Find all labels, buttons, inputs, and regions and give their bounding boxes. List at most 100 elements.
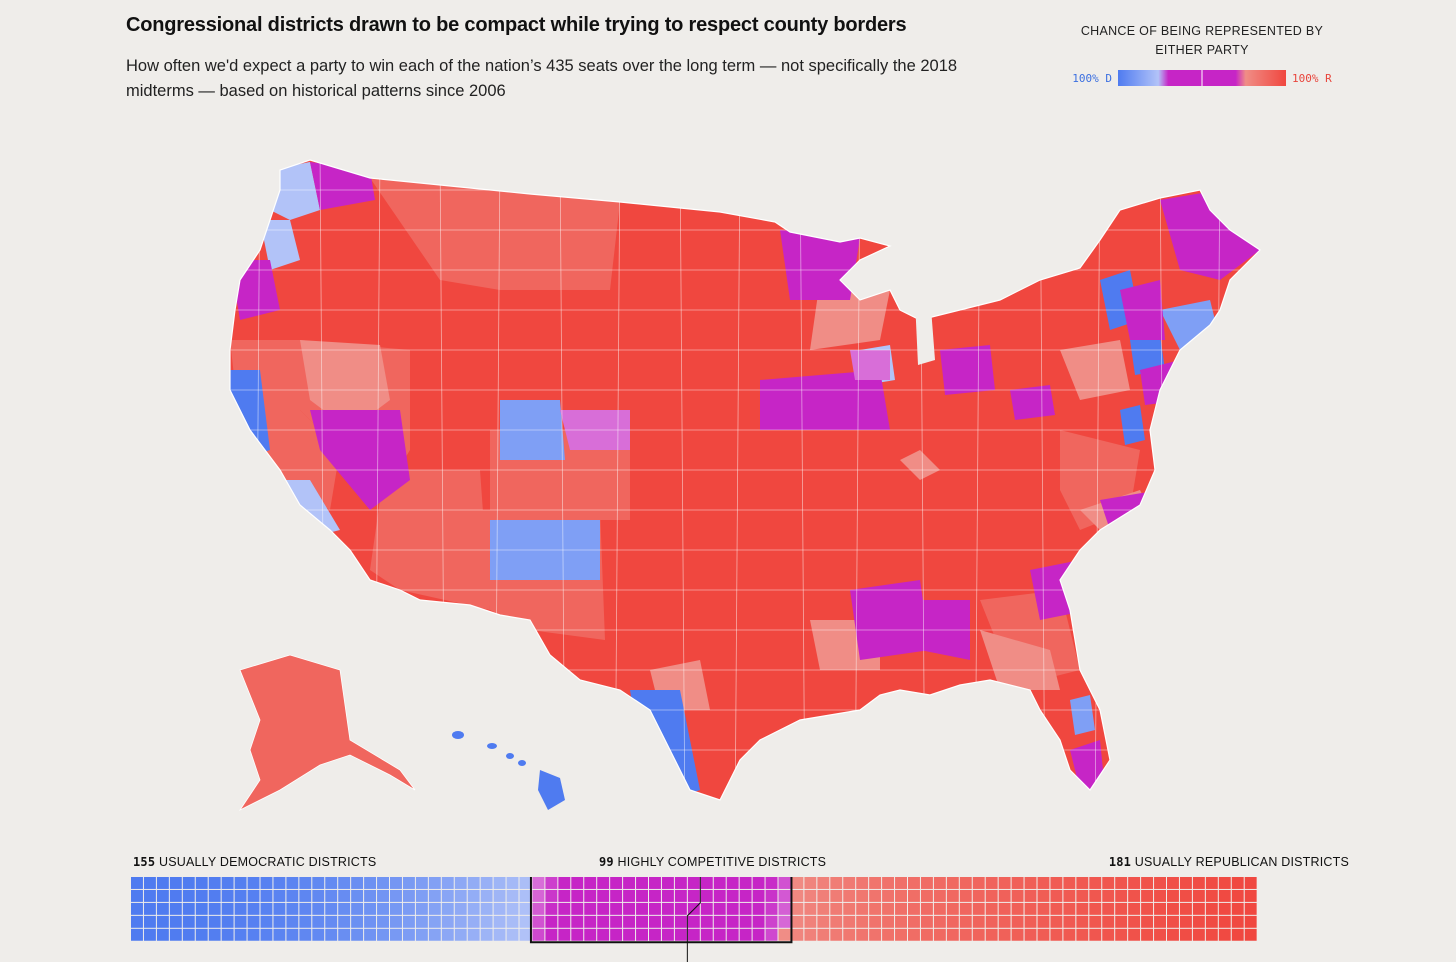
- seat-square: [661, 877, 674, 889]
- seat-square: [519, 877, 532, 889]
- seat-square: [674, 902, 687, 915]
- seat-square: [351, 902, 364, 915]
- seat-square: [1179, 877, 1192, 889]
- seat-square: [765, 915, 778, 928]
- seat-square: [985, 889, 998, 902]
- seat-square: [247, 889, 260, 902]
- seat-square: [221, 889, 234, 902]
- seat-square: [1244, 928, 1257, 941]
- seat-square: [377, 902, 389, 915]
- seat-square: [441, 902, 454, 915]
- seat-square: [1205, 928, 1218, 941]
- seat-square: [1154, 902, 1166, 915]
- seat-square: [869, 902, 882, 915]
- seat-square: [1037, 915, 1050, 928]
- seat-square: [260, 902, 273, 915]
- seat-square: [1179, 915, 1192, 928]
- seat-square: [532, 889, 545, 902]
- seat-square: [726, 928, 739, 941]
- seat-square: [1154, 877, 1166, 889]
- nevada-light: [300, 340, 390, 430]
- dem-summary-label: 155 USUALLY DEMOCRATIC DISTRICTS: [133, 855, 376, 869]
- page-subtitle: How often we'd expect a party to win eac…: [126, 57, 958, 100]
- seat-square: [998, 889, 1011, 902]
- seat-square: [610, 902, 623, 915]
- seat-square: [1063, 889, 1076, 902]
- seat-square: [713, 902, 726, 915]
- seat-square: [1179, 889, 1192, 902]
- lake-superior: [900, 262, 960, 290]
- seat-square: [169, 877, 182, 889]
- seat-square: [946, 928, 959, 941]
- seat-square: [208, 915, 221, 928]
- seat-square: [972, 928, 985, 941]
- seat-square: [778, 915, 791, 928]
- seat-square: [1205, 902, 1218, 915]
- seat-square: [843, 889, 856, 902]
- mississippi-comp: [850, 580, 930, 660]
- seat-square: [208, 889, 221, 902]
- seat-square: [791, 928, 804, 941]
- seat-square: [131, 902, 143, 915]
- ohio-comp: [1010, 385, 1055, 420]
- seat-square: [441, 915, 454, 928]
- legend-right-label: 100% R: [1292, 71, 1332, 85]
- seat-square: [143, 915, 156, 928]
- seat-square: [182, 877, 195, 889]
- seat-square: [700, 877, 713, 889]
- seat-square: [765, 889, 778, 902]
- seat-square: [571, 889, 584, 902]
- seat-square: [182, 889, 195, 902]
- seat-square: [882, 915, 895, 928]
- seat-square: [1205, 877, 1218, 889]
- seat-square: [895, 902, 907, 915]
- seat-square: [623, 902, 636, 915]
- seat-square: [234, 889, 247, 902]
- seat-square: [1050, 877, 1063, 889]
- seat-square: [454, 915, 467, 928]
- seat-square: [597, 928, 610, 941]
- seat-square: [998, 877, 1011, 889]
- seat-square: [636, 915, 648, 928]
- seat-square: [467, 928, 480, 941]
- seat-square: [1076, 889, 1089, 902]
- seat-square: [143, 889, 156, 902]
- seat-square: [532, 877, 545, 889]
- seat-square: [623, 915, 636, 928]
- seat-square: [571, 915, 584, 928]
- seat-square: [1192, 877, 1205, 889]
- seat-square: [1011, 915, 1024, 928]
- seat-square: [700, 928, 713, 941]
- seat-square: [1102, 889, 1115, 902]
- seat-square: [674, 877, 687, 889]
- seat-square: [817, 928, 830, 941]
- seat-square: [234, 915, 247, 928]
- seat-square: [364, 928, 377, 941]
- comp-label: HIGHLY COMPETITIVE DISTRICTS: [617, 855, 827, 869]
- rep-label: USUALLY REPUBLICAN DISTRICTS: [1134, 855, 1349, 869]
- seat-square: [713, 915, 726, 928]
- seat-square: [908, 902, 920, 915]
- seat-square: [1167, 928, 1179, 941]
- seat-square: [804, 889, 817, 902]
- seat-square: [636, 928, 648, 941]
- majority-marker: [686, 877, 701, 962]
- seat-square: [739, 928, 752, 941]
- seat-square: [156, 928, 169, 941]
- seat-square: [830, 902, 843, 915]
- seat-square: [1102, 877, 1115, 889]
- seat-square: [260, 928, 273, 941]
- seat-square: [143, 928, 156, 941]
- rep-summary-label: 181 USUALLY REPUBLICAN DISTRICTS: [1109, 855, 1349, 869]
- seat-square: [1141, 889, 1154, 902]
- seat-square: [1218, 889, 1231, 902]
- seat-square: [506, 902, 519, 915]
- seat-square: [933, 902, 946, 915]
- iowa-illinois-comp: [760, 370, 890, 430]
- seat-square: [351, 877, 364, 889]
- seat-square: [1050, 889, 1063, 902]
- seat-square: [908, 877, 920, 889]
- seat-square: [338, 915, 351, 928]
- seat-square: [519, 889, 532, 902]
- seat-square: [830, 928, 843, 941]
